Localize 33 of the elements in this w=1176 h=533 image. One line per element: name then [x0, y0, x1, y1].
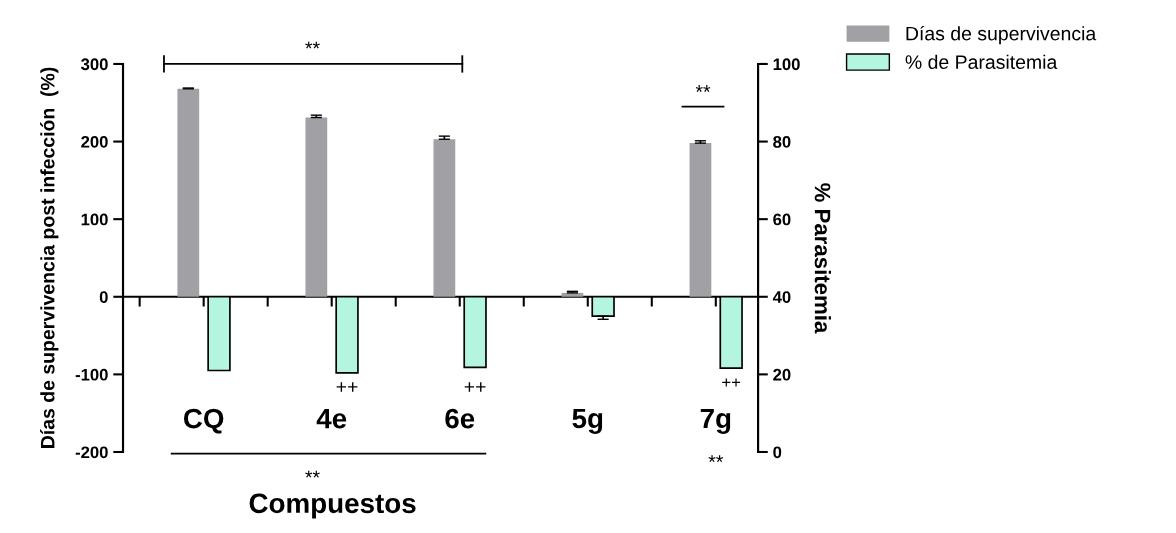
text: ** [305, 41, 320, 49]
x-axis-title: Compuestos [249, 493, 416, 519]
bar [305, 117, 328, 297]
y-tick-label: -200 [75, 446, 108, 459]
x-tick-label: CQ [183, 408, 224, 434]
bar [689, 143, 712, 297]
y2-axis-title: % Parasitemia [814, 183, 831, 334]
legend-label: % de Parasitemia [905, 54, 1058, 69]
y-tick-label: 200 [81, 135, 108, 148]
y2-tick-label: 40 [772, 291, 791, 303]
x-tick-label: 5g [572, 408, 603, 434]
y2-tick-label: 20 [773, 368, 791, 381]
y-axis-title: Días de supervivencia post infección (%) [40, 67, 59, 448]
y2-tick-label: 0 [773, 446, 782, 459]
x-tick-label: 4e [316, 409, 347, 429]
y-tick-label: 0 [99, 291, 108, 303]
text: ** [708, 455, 724, 463]
annotation: ** [695, 85, 711, 92]
y-tick-label: -100 [75, 368, 108, 381]
text: ** [305, 470, 320, 478]
bar [177, 88, 200, 297]
y2-tick-label: 80 [773, 135, 791, 148]
x-tick-label: 7g [700, 408, 731, 434]
annotation: ++ [336, 382, 358, 392]
annotation: ++ [464, 382, 486, 392]
y-tick-label: 100 [81, 213, 108, 226]
annotation: ++ [722, 378, 741, 387]
y2-tick-label: 60 [773, 213, 791, 226]
x-tick-label: 6e [445, 408, 475, 429]
y-tick-label: 300 [81, 58, 108, 71]
bar [433, 139, 456, 297]
y2-tick-label: 100 [773, 58, 800, 71]
legend-label: Días de supervivencia [906, 25, 1097, 45]
